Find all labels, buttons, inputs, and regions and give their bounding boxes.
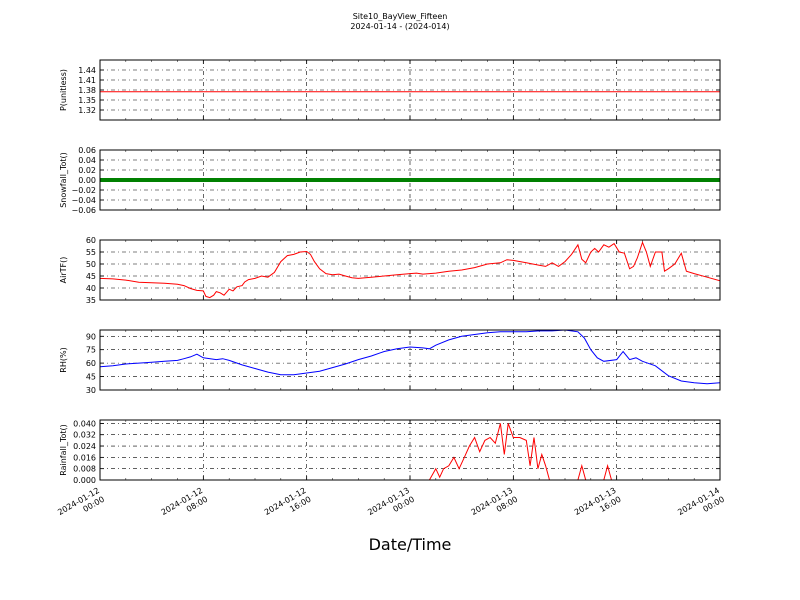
y-tick-label: 1.38 — [78, 86, 96, 95]
y-tick-label: 0.008 — [73, 465, 96, 474]
y-tick-label: 1.44 — [78, 66, 96, 75]
x-tick-labels: 2024-01-1200:00 2024-01-1208:00 2024-01-12… — [56, 486, 726, 526]
y-axis-label: Snowfall_Tot() — [59, 152, 68, 208]
y-tick-label: 40 — [86, 284, 96, 293]
y-tick-label: −0.02 — [71, 186, 96, 195]
panel-frame — [99, 329, 721, 391]
y-tick-label: 90 — [86, 332, 96, 341]
y-tick-label: 45 — [86, 373, 96, 382]
chart-title: Site10_BayView_Fifteen — [353, 12, 448, 21]
y-tick-label: 1.35 — [78, 96, 96, 105]
y-axis-label: AirTF() — [59, 257, 68, 284]
y-tick-label: 0.02 — [78, 166, 96, 175]
panel-5: 0.000 0.008 0.016 0.024 0.032 0.040 Rainfall_T… — [59, 419, 721, 485]
x-tick-label: 2024-01-1300:00 — [366, 486, 416, 526]
series-line — [100, 423, 720, 480]
x-axis-label: Date/Time — [369, 535, 452, 554]
x-tick-label: 2024-01-1316:00 — [573, 486, 623, 526]
chart-subtitle: 2024-01-14 - (2024-014) — [350, 22, 449, 31]
x-tick-label: 2024-01-1200:00 — [56, 486, 106, 526]
y-tick-label: 35 — [86, 296, 96, 305]
y-tick-label: −0.04 — [71, 196, 96, 205]
y-axis-label: Rainfall_Tot() — [59, 424, 68, 476]
y-tick-label: 0.016 — [73, 453, 96, 462]
y-tick-label: 60 — [86, 236, 96, 245]
y-tick-label: 50 — [86, 260, 96, 269]
panels: 1.321.351.381.411.44P(unitless)−0.06−0.0… — [59, 59, 721, 485]
y-tick-label: 0.040 — [73, 419, 96, 428]
y-tick-label: 0.04 — [78, 156, 96, 165]
y-tick-label: 30 — [86, 386, 96, 395]
x-tick-label: 2024-01-1400:00 — [676, 486, 726, 526]
panel-frame — [99, 419, 721, 481]
y-tick-label: 60 — [86, 359, 96, 368]
panel-frame — [99, 239, 721, 301]
panel-frame — [99, 59, 721, 121]
y-tick-label: 0.032 — [73, 431, 96, 440]
panel-4: 30 45 60 75 90 RH(%) — [59, 329, 721, 395]
series-line — [100, 330, 720, 385]
panel-2: −0.06−0.04−0.020.000.020.040.06 Snowfall_… — [59, 146, 721, 215]
y-tick-label: −0.06 — [71, 206, 96, 215]
series-line — [100, 240, 720, 299]
y-tick-label: 1.41 — [78, 76, 96, 85]
y-axis-label: P(unitless) — [59, 69, 68, 111]
y-tick-label: 1.32 — [78, 106, 96, 115]
x-tick-label: 2024-01-1308:00 — [470, 486, 520, 526]
y-tick-label: 45 — [86, 272, 96, 281]
y-tick-label: 75 — [86, 346, 96, 355]
y-tick-label: 0.06 — [78, 146, 96, 155]
y-tick-label: 0.024 — [73, 442, 96, 451]
y-tick-label: 0.000 — [73, 476, 96, 485]
y-tick-label: 55 — [86, 248, 96, 257]
panel-1: 1.321.351.381.411.44 P(unitless) — [59, 59, 721, 121]
x-tick-label: 2024-01-1208:00 — [160, 486, 210, 526]
y-tick-label: 0.00 — [78, 176, 96, 185]
y-axis-label: RH(%) — [59, 347, 68, 372]
panel-3: 35 40 45 50 55 60 AirTF() — [59, 236, 721, 305]
x-tick-label: 2024-01-1216:00 — [263, 486, 313, 526]
panel-frame — [99, 149, 721, 211]
